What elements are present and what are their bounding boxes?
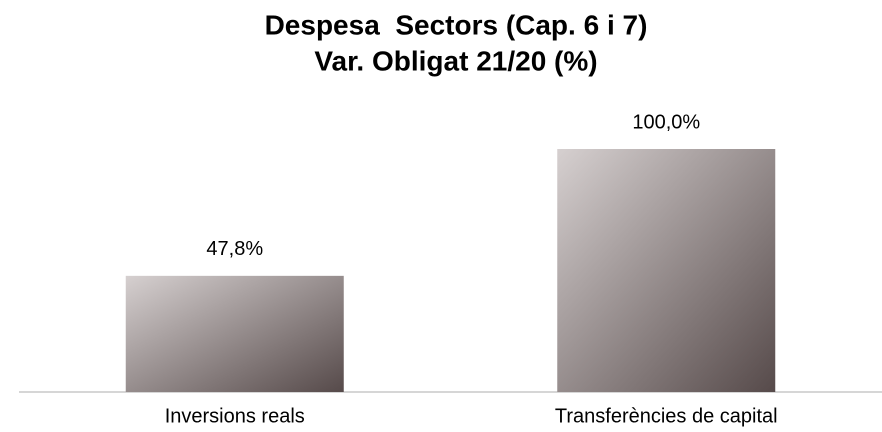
- chart-subtitle: Var. Obligat 21/20 (%): [314, 45, 597, 76]
- x-tick-label: Transferències de capital: [555, 405, 778, 427]
- bar: [125, 275, 344, 392]
- x-tick-label: Inversions reals: [165, 405, 305, 427]
- chart-title: Despesa Sectors (Cap. 6 i 7): [265, 9, 648, 40]
- data-label: 100,0%: [632, 111, 700, 133]
- data-label: 47,8%: [206, 238, 263, 260]
- bar: [557, 149, 776, 392]
